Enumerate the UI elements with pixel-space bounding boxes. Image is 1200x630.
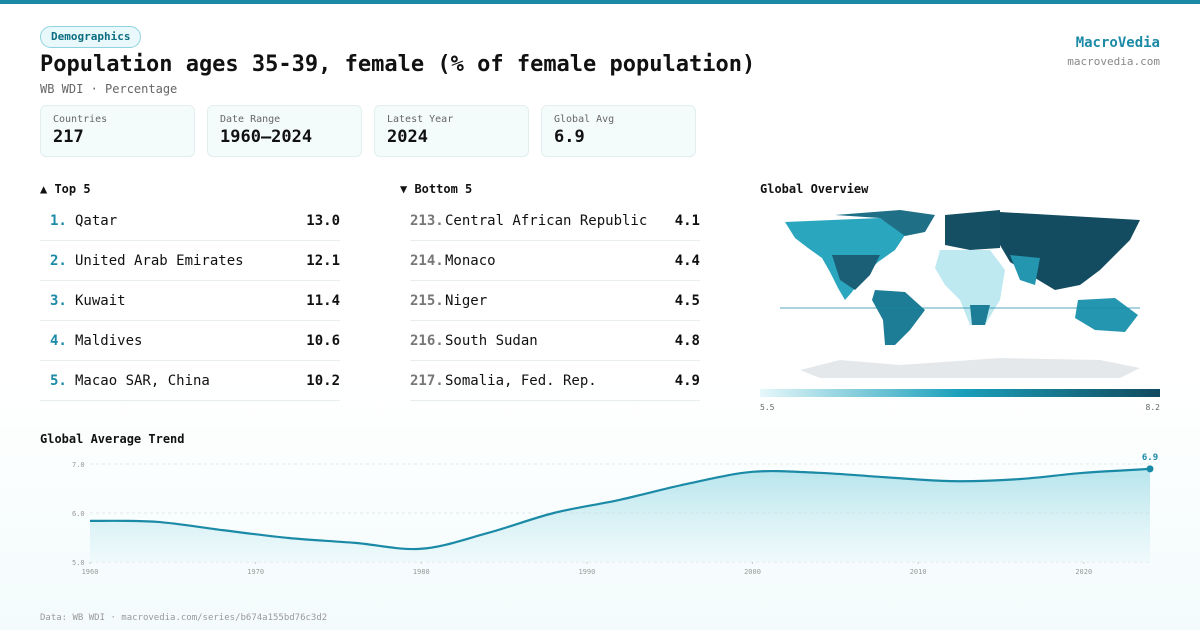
color-scale <box>760 389 1160 397</box>
africa <box>935 250 1005 325</box>
stat-value: 1960–2024 <box>220 127 313 147</box>
canada-north <box>835 210 935 236</box>
europe <box>945 210 1000 250</box>
stat-label: Countries <box>53 114 108 125</box>
scale-min: 5.5 <box>760 403 775 412</box>
country-name: Qatar <box>75 213 118 229</box>
stat-card: Global Avg 6.9 <box>541 105 696 157</box>
x-tick-label: 1970 <box>247 568 264 576</box>
x-tick-label: 2020 <box>1075 568 1092 576</box>
rank-row: 217. Somalia, Fed. Rep. 4.9 <box>410 361 700 401</box>
rank-row: 3. Kuwait 11.4 <box>40 281 340 321</box>
country-value: 4.9 <box>674 373 700 389</box>
x-tick-label: 2000 <box>744 568 761 576</box>
country-name: Macao SAR, China <box>75 373 210 389</box>
x-tick-label: 2010 <box>910 568 927 576</box>
country-value: 11.4 <box>306 293 340 309</box>
usa <box>832 255 880 290</box>
y-tick-label: 5.0 <box>72 559 85 567</box>
stat-value: 217 <box>53 127 84 147</box>
country-name: Monaco <box>445 253 496 269</box>
brand[interactable]: MacroVedia <box>1075 35 1160 51</box>
south-africa <box>970 305 990 325</box>
footer: Data: WB WDI · macrovedia.com/series/b67… <box>40 613 328 623</box>
site-url[interactable]: macrovedia.com <box>1067 55 1160 68</box>
rank-row: 216. South Sudan 4.8 <box>410 321 700 361</box>
rank: 1. <box>50 213 67 229</box>
country-value: 13.0 <box>306 213 340 229</box>
category-badge[interactable]: Demographics <box>40 26 142 48</box>
country-value: 4.4 <box>674 253 700 269</box>
country-value: 4.5 <box>674 293 700 309</box>
rank: 214. <box>410 253 444 269</box>
rank-row: 215. Niger 4.5 <box>410 281 700 321</box>
country-name: Niger <box>445 293 488 309</box>
stat-label: Date Range <box>220 114 281 125</box>
rank: 216. <box>410 333 444 349</box>
stat-card: Date Range 1960–2024 <box>207 105 362 157</box>
scale-max: 8.2 <box>1146 403 1160 412</box>
stat-value: 6.9 <box>554 127 585 147</box>
rank-row: 5. Macao SAR, China 10.2 <box>40 361 340 401</box>
country-value: 4.1 <box>674 213 700 229</box>
chart-title: Global Average Trend <box>40 432 185 446</box>
top-bar <box>0 0 1200 4</box>
rank: 2. <box>50 253 67 269</box>
rank: 4. <box>50 333 67 349</box>
x-tick-label: 1980 <box>413 568 430 576</box>
section-title: ▼ Bottom 5 <box>400 182 473 196</box>
end-point <box>1146 465 1154 473</box>
country-name: Kuwait <box>75 293 126 309</box>
trend-line <box>89 467 1151 551</box>
australia <box>1075 298 1138 332</box>
stat-card: Latest Year 2024 <box>374 105 529 157</box>
world-map: 5.5 8.2 <box>760 210 1160 412</box>
x-tick-label: 1960 <box>82 568 99 576</box>
country-name: Maldives <box>75 333 143 349</box>
south-america <box>872 290 925 345</box>
country-value: 10.2 <box>306 373 340 389</box>
y-tick-label: 7.0 <box>72 461 85 469</box>
rank-row: 4. Maldives 10.6 <box>40 321 340 361</box>
stat-label: Global Avg <box>554 114 615 125</box>
country-value: 4.8 <box>674 333 700 349</box>
end-label: 6.9 <box>1142 453 1158 463</box>
area <box>90 468 1150 562</box>
rank: 5. <box>50 373 67 389</box>
country-name: United Arab Emirates <box>75 253 244 269</box>
trend-chart: 5.0 6.0 7.0 1960 1970 1980 1990 2000 2010 2020 6.9 <box>72 453 1158 576</box>
south-asia <box>1010 255 1040 285</box>
country-name: Somalia, Fed. Rep. <box>445 373 597 389</box>
country-value: 12.1 <box>306 253 340 269</box>
rank-row: 2. United Arab Emirates 12.1 <box>40 241 340 281</box>
antarctica <box>800 358 1140 378</box>
stat-label: Latest Year <box>387 114 454 125</box>
stat-card: Countries 217 <box>40 105 195 157</box>
section-title: Global Overview <box>760 182 869 196</box>
country-name: Central African Republic <box>445 213 648 229</box>
section-title: ▲ Top 5 <box>40 182 91 196</box>
x-tick-label: 1990 <box>578 568 595 576</box>
stat-value: 2024 <box>387 127 428 147</box>
rank-row: 213. Central African Republic 4.1 <box>410 201 700 241</box>
subtitle: WB WDI · Percentage <box>40 82 178 96</box>
country-name: South Sudan <box>445 333 538 349</box>
rank: 213. <box>410 213 444 229</box>
rank: 217. <box>410 373 444 389</box>
country-value: 10.6 <box>306 333 340 349</box>
page-title: Population ages 35-39, female (% of fema… <box>40 52 756 77</box>
rank: 215. <box>410 293 444 309</box>
y-tick-label: 6.0 <box>72 510 85 518</box>
rank-row: 214. Monaco 4.4 <box>410 241 700 281</box>
rank-row: 1. Qatar 13.0 <box>40 201 340 241</box>
rank: 3. <box>50 293 67 309</box>
